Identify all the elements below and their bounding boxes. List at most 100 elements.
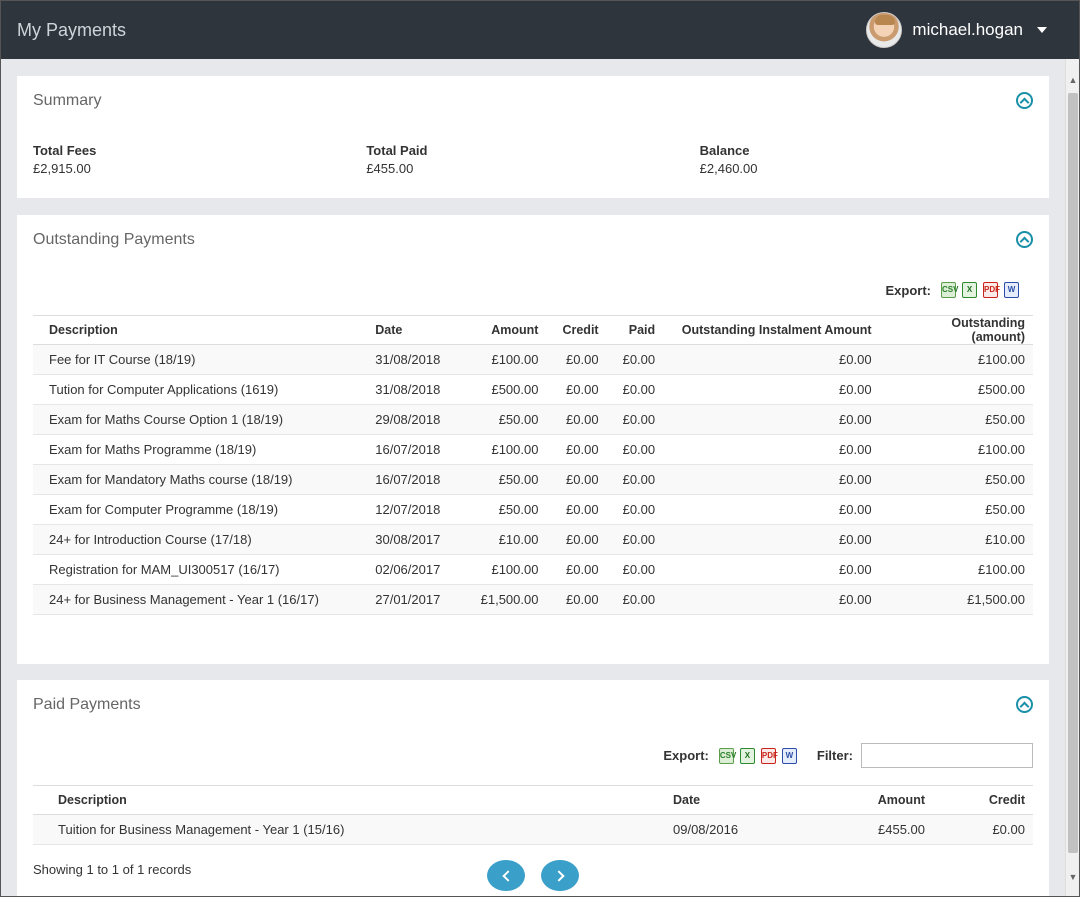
summary-total-fees: Total Fees £2,915.00: [33, 143, 366, 176]
table-cell: £0.00: [546, 374, 607, 405]
export-label: Export:: [663, 748, 709, 763]
collapse-paid-icon[interactable]: [1016, 696, 1033, 713]
table-cell: Exam for Mandatory Maths course (18/19): [33, 464, 360, 495]
table-cell: £0.00: [663, 554, 880, 585]
table-cell: £0.00: [546, 524, 607, 555]
top-bar: My Payments michael.hogan: [1, 1, 1079, 59]
outstanding-panel: Outstanding Payments Export: CSV X PDF W…: [17, 215, 1049, 664]
table-row: Exam for Maths Programme (18/19) 16/07/20…: [33, 434, 1033, 465]
summary-label: Total Fees: [33, 143, 97, 158]
column-header[interactable]: Paid: [606, 315, 664, 345]
previous-page-button[interactable]: [487, 860, 525, 891]
table-cell: Registration for MAM_UI300517 (16/17): [33, 554, 360, 585]
excel-export-icon[interactable]: X: [739, 747, 755, 764]
table-cell: £0.00: [546, 344, 607, 375]
column-header[interactable]: Credit: [933, 785, 1033, 815]
pdf-export-icon[interactable]: PDF: [983, 282, 1000, 298]
csv-export-icon[interactable]: CSV: [718, 747, 736, 764]
word-export-icon[interactable]: W: [781, 747, 797, 764]
table-cell: £0.00: [546, 404, 607, 435]
column-header[interactable]: Outstanding Instalment Amount: [663, 315, 880, 345]
word-export-icon[interactable]: W: [1004, 282, 1019, 298]
table-cell: £50.00: [879, 494, 1033, 525]
table-row: Registration for MAM_UI300517 (16/17) 02/…: [33, 554, 1033, 585]
table-row: Exam for Maths Course Option 1 (18/19) 29…: [33, 404, 1033, 435]
table-cell: £0.00: [663, 584, 880, 615]
table-cell: Tuition for Business Management - Year 1…: [33, 814, 657, 845]
table-cell: £50.00: [879, 404, 1033, 435]
table-cell: £500.00: [879, 374, 1033, 405]
excel-export-icon[interactable]: X: [962, 282, 977, 298]
filter-label: Filter:: [816, 748, 853, 763]
table-cell: Exam for Computer Programme (18/19): [33, 494, 360, 525]
table-cell: £0.00: [663, 494, 880, 525]
table-cell: 24+ for Introduction Course (17/18): [33, 524, 360, 555]
table-cell: Exam for Maths Course Option 1 (18/19): [33, 404, 360, 435]
summary-label: Total Paid: [366, 143, 428, 158]
collapse-summary-icon[interactable]: [1016, 92, 1033, 109]
main-content: Summary Total Fees £2,915.00 Total Paid …: [1, 59, 1065, 896]
table-header-row: Description Date Amount Credit: [33, 785, 1033, 815]
table-cell: Fee for IT Course (18/19): [33, 344, 360, 375]
vertical-scrollbar[interactable]: ▲ ▼: [1065, 59, 1079, 896]
outstanding-export-bar: Export: CSV X PDF W: [886, 282, 1019, 298]
table-cell: 27/01/2017: [359, 584, 454, 615]
chevron-down-icon[interactable]: [1037, 27, 1047, 33]
table-cell: 16/07/2018: [359, 434, 454, 465]
table-row: Fee for IT Course (18/19) 31/08/2018 £100.…: [33, 344, 1033, 375]
summary-value: £2,460.00: [699, 161, 758, 176]
summary-title: Summary: [33, 92, 102, 109]
next-page-button[interactable]: [541, 860, 579, 891]
table-cell: 02/06/2017: [359, 554, 454, 585]
summary-balance: Balance £2,460.00: [700, 143, 1033, 176]
collapse-outstanding-icon[interactable]: [1016, 231, 1033, 248]
table-row: Exam for Mandatory Maths course (18/19) 1…: [33, 464, 1033, 495]
table-cell: Exam for Maths Programme (18/19): [33, 434, 360, 465]
table-cell: £0.00: [546, 464, 607, 495]
table-cell: 31/08/2018: [359, 344, 454, 375]
table-cell: £0.00: [663, 464, 880, 495]
table-cell: £0.00: [663, 404, 880, 435]
column-header[interactable]: Description: [33, 785, 657, 815]
avatar[interactable]: [866, 12, 903, 48]
summary-label: Balance: [699, 143, 750, 158]
table-cell: £100.00: [879, 434, 1033, 465]
column-header[interactable]: Description: [33, 315, 360, 345]
paid-panel: Paid Payments Export: CSV X PDF W Filter…: [17, 680, 1049, 896]
records-summary: Showing 1 to 1 of 1 records: [33, 862, 192, 877]
scroll-up-icon[interactable]: ▲: [1068, 75, 1078, 85]
column-header[interactable]: Credit: [546, 315, 607, 345]
column-header[interactable]: Amount: [453, 315, 547, 345]
user-menu[interactable]: michael.hogan: [866, 12, 1047, 48]
summary-value: £2,915.00: [33, 161, 91, 176]
column-header[interactable]: Date: [657, 785, 821, 815]
table-cell: £10.00: [453, 524, 547, 555]
table-cell: £0.00: [606, 494, 664, 525]
scrollbar-thumb[interactable]: [1068, 93, 1078, 853]
column-header[interactable]: Date: [359, 315, 454, 345]
column-header[interactable]: Amount: [821, 785, 933, 815]
column-header[interactable]: Outstanding (amount): [879, 315, 1033, 345]
table-cell: 30/08/2017: [359, 524, 454, 555]
table-cell: £0.00: [606, 404, 664, 435]
table-cell: £0.00: [606, 374, 664, 405]
table-cell: £0.00: [606, 344, 664, 375]
table-cell: £100.00: [453, 344, 547, 375]
table-cell: £50.00: [453, 464, 547, 495]
page-title: My Payments: [17, 19, 127, 40]
table-cell: 31/08/2018: [359, 374, 454, 405]
pdf-export-icon[interactable]: PDF: [760, 747, 778, 764]
table-cell: £0.00: [663, 374, 880, 405]
outstanding-table: Description Date Amount Credit Paid Outs…: [33, 315, 1033, 615]
table-cell: £0.00: [606, 554, 664, 585]
table-cell: £455.00: [821, 814, 933, 845]
summary-value: £455.00: [366, 161, 414, 176]
outstanding-title: Outstanding Payments: [33, 231, 195, 248]
username[interactable]: michael.hogan: [912, 20, 1023, 39]
table-cell: £100.00: [453, 554, 547, 585]
csv-export-icon[interactable]: CSV: [941, 282, 958, 298]
scroll-down-icon[interactable]: ▼: [1068, 872, 1078, 882]
filter-input[interactable]: [861, 743, 1033, 768]
table-cell: £500.00: [453, 374, 547, 405]
paid-table: Description Date Amount Credit Tuition f…: [33, 785, 1033, 845]
